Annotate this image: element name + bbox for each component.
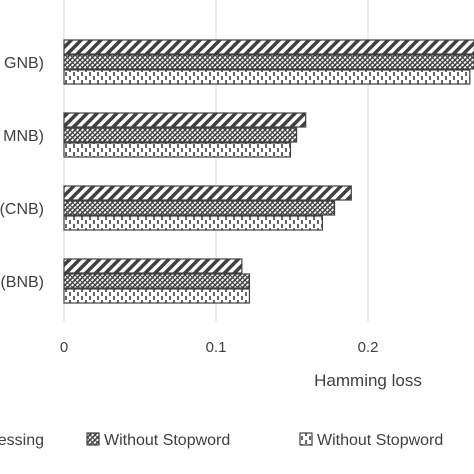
legend-label-2: Without Stopword	[317, 432, 443, 449]
bar-2-series-1	[63, 200, 336, 216]
bars	[63, 39, 474, 304]
bar-3-series-0	[63, 258, 243, 274]
legend-label-0: essing	[0, 432, 44, 449]
x-tick-label-0: 0	[60, 339, 68, 356]
x-tick-label-2: 0.2	[358, 339, 379, 356]
legend: essing Without Stopword Without Stopword	[0, 432, 443, 449]
bar-0-series-2	[63, 69, 471, 85]
bar-2-series-2	[63, 215, 323, 231]
legend-swatch-2	[299, 432, 313, 446]
x-tick-labels: 0 0.1 0.2	[60, 339, 379, 356]
legend-label-1: Without Stopword	[104, 432, 230, 449]
x-axis-title: Hamming loss	[314, 371, 422, 390]
bar-1-series-0	[63, 112, 307, 128]
category-label-2: (CNB)	[0, 201, 44, 218]
legend-swatch-1	[86, 432, 100, 446]
x-tick-label-1: 0.1	[206, 339, 227, 356]
bar-3-series-2	[63, 288, 251, 304]
bar-0-series-0	[63, 39, 474, 55]
category-label-3: (BNB)	[0, 274, 44, 291]
bar-3-series-1	[63, 273, 251, 289]
bar-1-series-2	[63, 142, 292, 158]
bar-1-series-1	[63, 127, 298, 143]
bar-0-series-1	[63, 54, 474, 70]
bar-2-series-0	[63, 185, 352, 201]
category-label-0: GNB)	[4, 55, 44, 72]
category-labels: GNB) MNB) (CNB) (BNB)	[0, 55, 44, 291]
category-label-1: MNB)	[3, 128, 44, 145]
